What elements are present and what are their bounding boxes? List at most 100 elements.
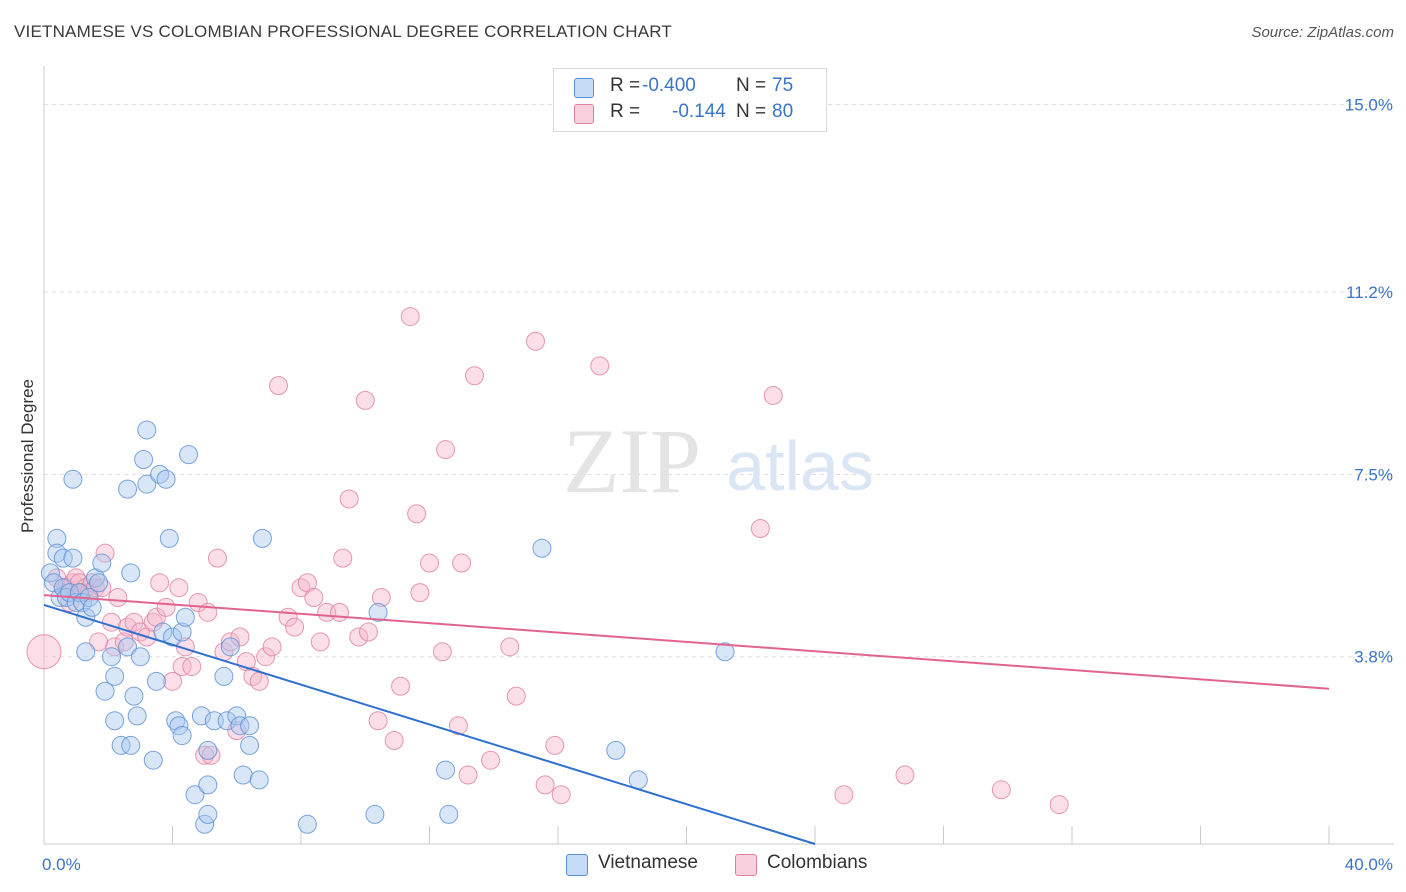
- colombians-point: [114, 632, 134, 652]
- legend-r-value: -0.144: [672, 101, 726, 122]
- bottom-legend-swatch-blue: [566, 854, 588, 876]
- axes: [43, 66, 1394, 845]
- colombians-point: [1049, 795, 1069, 815]
- vietnamese-point: [179, 445, 199, 465]
- vietnamese-point: [198, 804, 218, 824]
- legend-swatch-blue: [574, 78, 594, 98]
- y-tick-label: 7.5%: [1354, 465, 1393, 484]
- colombians-point: [452, 553, 472, 573]
- colombians-point: [368, 711, 388, 731]
- colombians-point: [108, 588, 128, 608]
- colombians-point: [400, 307, 420, 327]
- vietnamese-point: [146, 671, 166, 691]
- vietnamese-point: [159, 528, 179, 548]
- colombians-point: [333, 548, 353, 568]
- vietnamese-point: [124, 686, 144, 706]
- y-tick-label: 15.0%: [1345, 96, 1393, 115]
- vietnamese-point: [198, 775, 218, 795]
- chart-title: VIETNAMESE VS COLOMBIAN PROFESSIONAL DEG…: [14, 22, 673, 41]
- colombians-point: [82, 573, 102, 593]
- colombians-point: [834, 785, 854, 805]
- colombians-point: [220, 632, 240, 652]
- watermark-atlas: atlas: [726, 427, 874, 505]
- colombians-point: [500, 637, 520, 657]
- vietnamese-point: [47, 528, 67, 548]
- colombians-point: [163, 671, 182, 691]
- colombians-point: [458, 765, 478, 785]
- vietnamese-point: [156, 469, 176, 489]
- colombians-point: [143, 612, 163, 632]
- vietnamese-point: [111, 735, 131, 755]
- colombians-point: [285, 617, 305, 637]
- vietnamese-point: [233, 765, 253, 785]
- colombians-point: [991, 780, 1011, 800]
- colombians-point: [304, 588, 324, 608]
- colombians-point: [256, 647, 276, 667]
- vietnamese-point: [191, 706, 211, 726]
- vietnamese-point: [89, 573, 109, 593]
- vietnamese-point: [101, 647, 121, 667]
- colombians-point: [182, 657, 202, 677]
- colombians-point: [464, 366, 484, 386]
- vietnamese-point: [63, 469, 83, 489]
- colombians-point: [526, 331, 546, 351]
- vietnamese-point: [92, 553, 112, 573]
- vietnamese-point: [134, 450, 154, 470]
- vietnamese-point: [172, 622, 192, 642]
- vietnamese-point: [368, 602, 388, 622]
- colombians-point: [436, 440, 456, 460]
- vietnamese-points: [40, 420, 735, 834]
- colombians-point: [506, 686, 526, 706]
- colombians-point: [156, 597, 176, 617]
- colombians-point: [545, 735, 565, 755]
- vietnamese-point: [240, 735, 260, 755]
- colombians-point: [895, 765, 915, 785]
- colombians-point: [195, 745, 215, 765]
- vietnamese-point: [130, 647, 150, 667]
- vietnamese-point: [214, 666, 234, 686]
- colombians-point: [420, 553, 439, 573]
- vietnamese-point: [439, 804, 459, 824]
- colombians-points: [26, 307, 1069, 815]
- colombians-point: [763, 385, 783, 405]
- vietnamese-point: [715, 642, 735, 662]
- vietnamese-point: [175, 607, 195, 627]
- vietnamese-point: [365, 804, 385, 824]
- colombians-point: [551, 785, 571, 805]
- x-tick-label: 40.0%: [1345, 855, 1393, 874]
- colombians-point: [172, 657, 192, 677]
- vietnamese-point: [240, 716, 260, 736]
- y-tick-label: 3.8%: [1354, 648, 1393, 667]
- colombians-point: [535, 775, 555, 795]
- vietnamese-point: [121, 735, 141, 755]
- colombians-point: [291, 578, 311, 598]
- vietnamese-point: [297, 814, 317, 834]
- watermark: ZIP atlas: [563, 410, 874, 512]
- y-tick-label: 11.2%: [1346, 283, 1393, 302]
- vietnamese-trend-line: [43, 603, 816, 845]
- vietnamese-point: [82, 597, 102, 617]
- vietnamese-point: [606, 740, 626, 760]
- grid-lines: [44, 104, 1394, 658]
- vietnamese-point: [63, 548, 83, 568]
- vietnamese-point: [252, 528, 272, 548]
- vietnamese-point: [143, 750, 163, 770]
- vietnamese-point: [95, 681, 115, 701]
- source-label: Source: ZipAtlas.com: [1251, 24, 1394, 41]
- x-tick-label: 0.0%: [42, 855, 81, 874]
- colombians-trend-line: [43, 594, 1330, 690]
- colombians-point: [262, 637, 282, 657]
- vietnamese-point: [230, 716, 250, 736]
- vietnamese-point: [53, 548, 73, 568]
- colombians-point: [410, 583, 430, 603]
- vietnamese-point: [220, 637, 240, 657]
- bottom-legend-label: Vietnamese: [598, 852, 698, 873]
- colombians-point: [355, 390, 375, 410]
- legend-r-label: R =: [610, 101, 641, 122]
- vietnamese-point: [118, 479, 138, 499]
- legend-n-value: 80: [772, 101, 794, 122]
- colombians-point: [207, 548, 227, 568]
- vietnamese-point: [127, 706, 147, 726]
- colombians-point: [590, 356, 610, 376]
